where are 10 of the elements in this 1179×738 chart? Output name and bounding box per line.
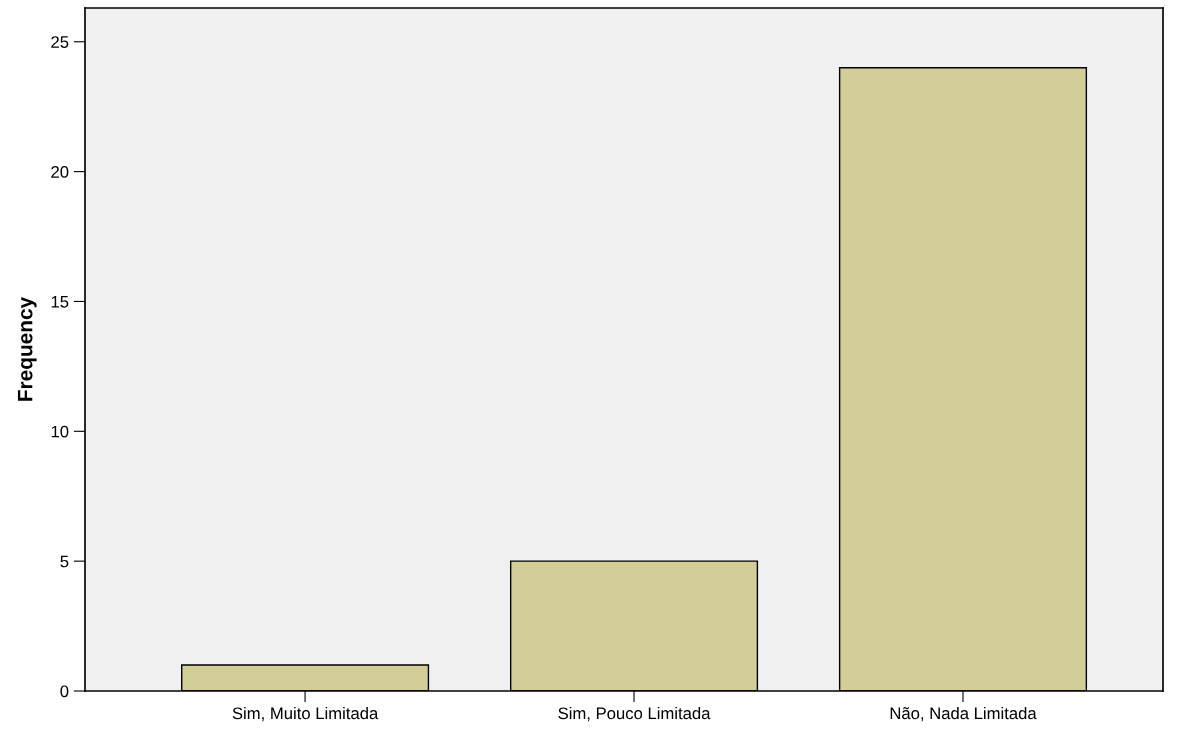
x-tick-label: Não, Nada Limitada [890,706,1037,722]
x-tick-label: Sim, Muito Limitada [232,706,379,722]
y-tick-label: 20 [51,166,69,178]
y-axis-title: Frequency [17,296,37,401]
y-tick-label: 15 [51,296,69,308]
y-tick-label: 25 [51,36,69,48]
y-tick-label: 5 [60,555,69,568]
y-tick-label: 0 [60,685,69,698]
x-tick-label: Sim, Pouco Limitada [558,706,711,722]
y-tick-label: 10 [51,425,69,438]
